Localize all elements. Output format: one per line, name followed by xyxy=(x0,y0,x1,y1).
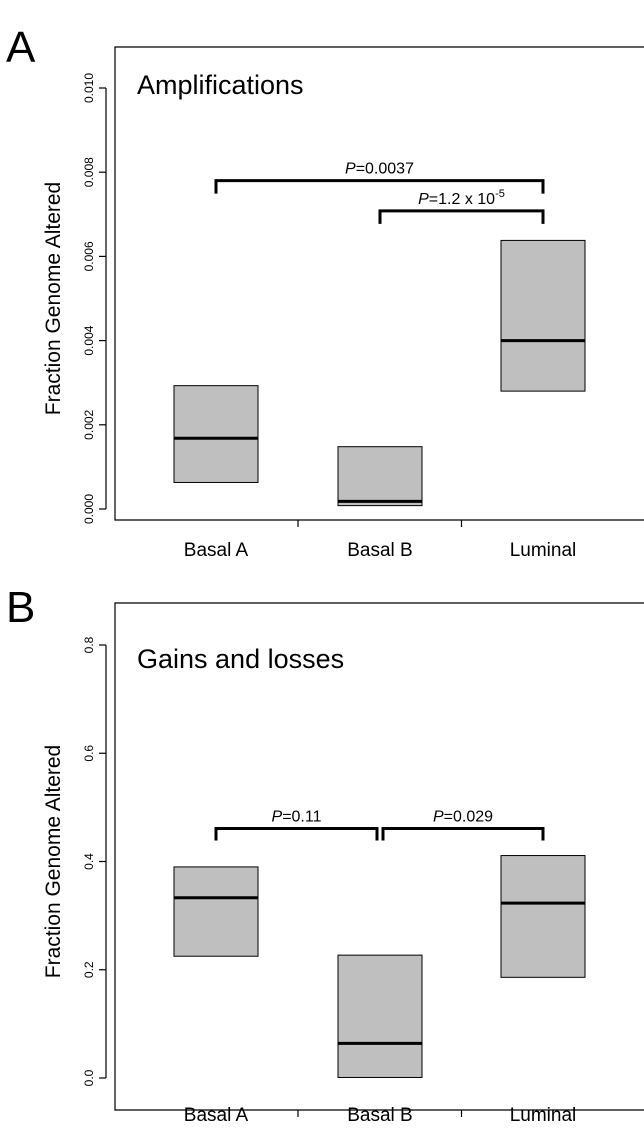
comparison-bracket: P=0.029 xyxy=(381,808,545,841)
p-value-label: P=1.2 x 10-5 xyxy=(418,188,505,208)
y-tick-label: 0.002 xyxy=(82,409,96,439)
bracket-line xyxy=(378,209,545,224)
p-value-label: P=0.029 xyxy=(433,808,493,825)
p-symbol: P xyxy=(272,808,283,825)
chart-title: Gains and losses xyxy=(137,644,344,674)
comparison-bracket: P=0.0037 xyxy=(214,161,545,194)
chart-title: Amplifications xyxy=(137,70,304,100)
y-tick-label: 0.010 xyxy=(82,73,96,103)
y-axis-label: Fraction Genome Altered xyxy=(42,182,65,415)
p-value: =0.0037 xyxy=(356,161,414,178)
box-0 xyxy=(173,385,259,483)
panel-a: A Amplifications 0.000 0.002 0.004 0.006 0.008… xyxy=(6,23,644,561)
x-tick-label: Luminal xyxy=(510,1105,577,1126)
comparison-bracket: P=1.2 x 10-5 xyxy=(378,188,545,224)
bracket-line xyxy=(214,826,379,841)
panel-letter: A xyxy=(6,23,36,72)
box-1 xyxy=(337,954,423,1078)
box-0 xyxy=(173,866,259,957)
p-symbol: P xyxy=(418,191,429,208)
p-value-label: P=0.0037 xyxy=(345,161,414,178)
x-tick-label: Luminal xyxy=(510,540,577,561)
box-2 xyxy=(500,855,586,978)
p-value: =0.029 xyxy=(444,808,493,825)
box-2 xyxy=(500,239,586,392)
y-tick-label: 0.004 xyxy=(82,325,96,355)
y-tick-label: 0.000 xyxy=(82,494,96,524)
x-axis: Basal A Basal B Luminal xyxy=(184,1105,576,1126)
p-symbol: P xyxy=(433,808,444,825)
bracket-line xyxy=(214,179,545,194)
x-tick-label: Basal B xyxy=(347,1105,412,1126)
y-axis-label: Fraction Genome Altered xyxy=(42,745,65,978)
box xyxy=(500,239,586,392)
y-tick-label: 0.8 xyxy=(82,636,96,653)
plot-frame xyxy=(114,602,644,1111)
p-value: =0.11 xyxy=(282,808,321,825)
y-tick-label: 0.0 xyxy=(82,1069,96,1086)
y-axis: 0.0 0.2 0.4 0.6 0.8 xyxy=(82,636,107,1086)
box xyxy=(337,954,423,1078)
box xyxy=(173,866,259,957)
p-value: =1.2 x 10 xyxy=(429,191,495,208)
bracket-line xyxy=(381,826,545,841)
panel-letter: B xyxy=(6,583,35,632)
panel-b: B Gains and losses 0.0 0.2 0.4 0.6 0.8 Fraction… xyxy=(6,583,644,1126)
y-tick-label: 0.008 xyxy=(82,157,96,187)
x-axis: Basal A Basal B Luminal xyxy=(184,520,576,561)
y-axis: 0.000 0.002 0.004 0.006 0.008 0.010 xyxy=(82,73,107,524)
comparison-bracket: P=0.11 xyxy=(214,808,379,841)
y-tick-label: 0.6 xyxy=(82,745,96,762)
y-tick-label: 0.4 xyxy=(82,853,96,870)
x-tick-label: Basal A xyxy=(184,1105,249,1126)
x-tick-label: Basal B xyxy=(347,540,412,561)
p-exponent: -5 xyxy=(495,188,505,200)
box-1 xyxy=(337,446,423,507)
y-tick-label: 0.2 xyxy=(82,961,96,978)
p-value-label: P=0.11 xyxy=(272,808,322,825)
box xyxy=(500,855,586,978)
plot-frame xyxy=(114,46,644,521)
box xyxy=(173,385,259,483)
y-tick-label: 0.006 xyxy=(82,241,96,271)
box xyxy=(337,446,423,507)
x-tick-label: Basal A xyxy=(184,540,249,561)
p-symbol: P xyxy=(345,161,356,178)
